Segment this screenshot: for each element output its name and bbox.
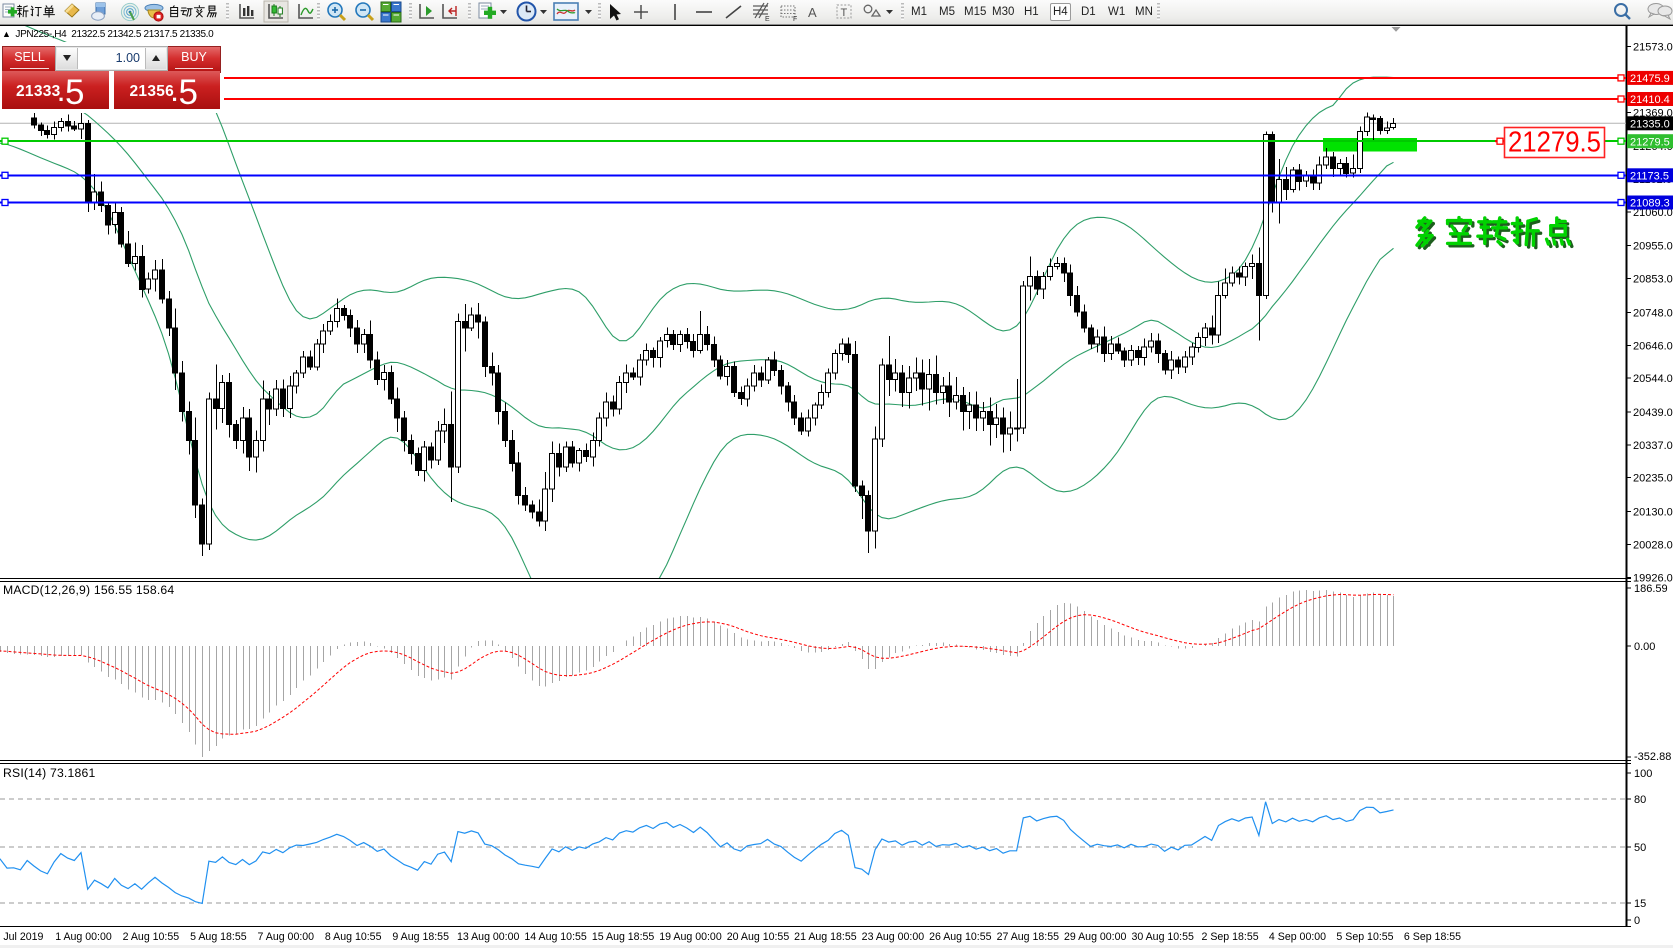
svg-text:15 Aug 18:55: 15 Aug 18:55 [592,931,655,943]
svg-text:26 Aug 10:55: 26 Aug 10:55 [929,931,992,943]
svg-text:0: 0 [1634,915,1640,927]
svg-text:20748.0: 20748.0 [1633,307,1673,319]
svg-text:2 Sep 18:55: 2 Sep 18:55 [1202,931,1259,943]
svg-text:15: 15 [1634,898,1646,910]
svg-text:21410.4: 21410.4 [1630,94,1670,106]
svg-text:MACD(12,26,9) 156.55 158.64: MACD(12,26,9) 156.55 158.64 [3,583,174,597]
svg-text:14 Aug 10:55: 14 Aug 10:55 [524,931,587,943]
svg-text:20 Aug 10:55: 20 Aug 10:55 [727,931,790,943]
svg-text:20235.0: 20235.0 [1633,473,1673,485]
svg-text:-352.88: -352.88 [1634,751,1671,763]
svg-text:20646.0: 20646.0 [1633,340,1673,352]
svg-text:27 Aug 18:55: 27 Aug 18:55 [997,931,1060,943]
svg-text:1 Aug 00:00: 1 Aug 00:00 [55,931,112,943]
svg-text:F: F [793,16,797,23]
svg-text:4 Sep 00:00: 4 Sep 00:00 [1269,931,1326,943]
svg-text:13 Aug 00:00: 13 Aug 00:00 [457,931,520,943]
svg-text:21573.0: 21573.0 [1633,42,1673,54]
svg-text:50: 50 [1634,842,1646,854]
svg-text:30 Aug 10:55: 30 Aug 10:55 [1131,931,1194,943]
svg-text:29 Aug 00:00: 29 Aug 00:00 [1064,931,1127,943]
svg-text:20853.0: 20853.0 [1633,274,1673,286]
svg-text:30 Jul 2019: 30 Jul 2019 [0,931,43,943]
svg-text:20130.0: 20130.0 [1633,507,1673,519]
svg-text:21060.0: 21060.0 [1633,207,1673,219]
svg-text:20028.0: 20028.0 [1633,539,1673,551]
svg-text:20439.0: 20439.0 [1633,407,1673,419]
svg-text:5 Sep 10:55: 5 Sep 10:55 [1336,931,1393,943]
svg-text:21475.9: 21475.9 [1630,73,1670,85]
svg-text:23 Aug 00:00: 23 Aug 00:00 [862,931,925,943]
svg-text:21089.3: 21089.3 [1630,198,1670,210]
svg-text:21 Aug 18:55: 21 Aug 18:55 [794,931,857,943]
svg-text:80: 80 [1634,794,1646,806]
svg-text:19 Aug 00:00: 19 Aug 00:00 [659,931,722,943]
svg-text:7 Aug 00:00: 7 Aug 00:00 [258,931,315,943]
svg-text:RSI(14) 73.1861: RSI(14) 73.1861 [3,766,95,780]
svg-text:9 Aug 18:55: 9 Aug 18:55 [392,931,449,943]
svg-text:T: T [841,7,848,19]
svg-text:2 Aug 10:55: 2 Aug 10:55 [123,931,180,943]
svg-text:5 Aug 18:55: 5 Aug 18:55 [190,931,247,943]
svg-text:21335.0: 21335.0 [1630,119,1670,131]
svg-text:19926.0: 19926.0 [1633,572,1673,584]
svg-text:6 Sep 18:55: 6 Sep 18:55 [1404,931,1461,943]
svg-text:E: E [765,16,770,23]
svg-text:186.59: 186.59 [1634,583,1668,595]
svg-text:20544.0: 20544.0 [1633,373,1673,385]
svg-text:20337.0: 20337.0 [1633,440,1673,452]
svg-text:21173.5: 21173.5 [1630,171,1669,183]
svg-text:8 Aug 10:55: 8 Aug 10:55 [325,931,382,943]
svg-text:20955.0: 20955.0 [1633,241,1673,253]
svg-text:100: 100 [1634,768,1652,780]
svg-text:21279.5: 21279.5 [1508,127,1601,159]
svg-text:0.00: 0.00 [1634,641,1655,653]
svg-text:A: A [808,5,817,20]
svg-text:21279.5: 21279.5 [1630,136,1670,148]
